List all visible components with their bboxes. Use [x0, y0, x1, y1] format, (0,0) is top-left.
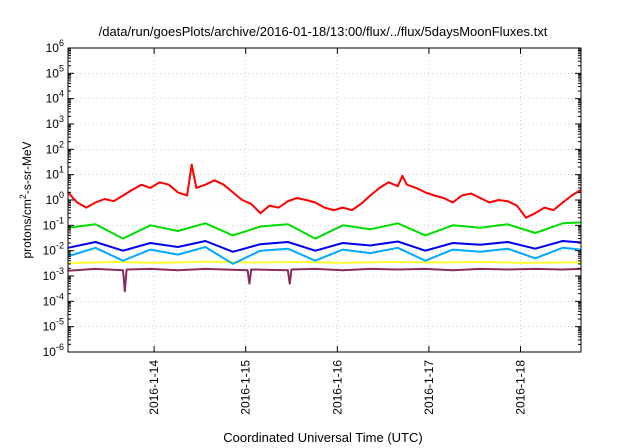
y-tick-label: 10-6 [43, 342, 64, 359]
y-tick-base: 10 [46, 41, 60, 55]
y-tick-exponent: 2 [59, 139, 64, 149]
series-line [67, 260, 582, 265]
y-tick-exponent: 5 [59, 63, 64, 73]
data-series [67, 163, 582, 293]
y-tick-exponent: -6 [56, 342, 64, 352]
grid-lines [68, 48, 581, 352]
y-tick-label: 10-4 [43, 291, 64, 308]
x-tick-label: 2016-1-15 [239, 360, 253, 415]
y-axis-label: protons/cm2-s-sr-MeV [18, 141, 34, 258]
x-tick-label: 2016-1-17 [422, 360, 436, 415]
y-tick-base: 10 [46, 193, 60, 207]
y-tick-label: 10-5 [43, 317, 64, 334]
y-tick-base: 10 [43, 244, 57, 258]
y-tick-exponent: 4 [59, 89, 64, 99]
series-line [67, 246, 582, 265]
x-tick-label: 2016-1-16 [330, 360, 344, 415]
y-tick-exponent: -1 [56, 215, 64, 225]
y-tick-base: 10 [43, 294, 57, 308]
y-tick-label: 10-2 [43, 241, 64, 258]
y-tick-base: 10 [46, 66, 60, 80]
x-tick-label: 2016-1-18 [514, 360, 528, 415]
y-tick-base: 10 [43, 320, 57, 334]
series-line [67, 163, 582, 219]
y-tick-exponent: -2 [56, 241, 64, 251]
y-tick-label: 101 [46, 165, 64, 182]
y-tick-labels: 10-610-510-410-310-210-11001011021031041… [43, 38, 64, 359]
y-tick-base: 10 [46, 168, 60, 182]
y-tick-label: 10-3 [43, 266, 64, 283]
y-axis-label-prefix: protons/cm [20, 199, 34, 258]
x-tick-labels: 2016-1-14 2016-1-15 2016-1-16 2016-1-17 2016… [147, 360, 527, 415]
series-line [67, 267, 582, 293]
series-line [67, 221, 582, 240]
plot-frame [67, 47, 582, 353]
y-tick-exponent: 1 [59, 165, 64, 175]
y-tick-exponent: 0 [59, 190, 64, 200]
y-tick-base: 10 [46, 142, 60, 156]
y-tick-label: 102 [46, 139, 64, 156]
y-tick-exponent: -3 [56, 266, 64, 276]
y-tick-base: 10 [43, 269, 57, 283]
y-tick-exponent: 6 [59, 38, 64, 48]
y-axis-label-sup: 2 [18, 194, 28, 199]
y-tick-label: 106 [46, 38, 64, 55]
y-tick-exponent: -5 [56, 317, 64, 327]
series-line [67, 240, 582, 253]
y-axis-label-suffix: -s-sr-MeV [20, 141, 34, 194]
y-tick-exponent: -4 [56, 291, 64, 301]
chart-title: /data/run/goesPlots/archive/2016-01-18/1… [99, 24, 548, 39]
y-tick-label: 10-1 [43, 215, 64, 232]
y-tick-label: 104 [46, 89, 64, 106]
y-tick-base: 10 [46, 92, 60, 106]
x-axis-label: Coordinated Universal Time (UTC) [223, 430, 422, 445]
y-tick-exponent: 3 [59, 114, 64, 124]
x-tick-label: 2016-1-14 [147, 360, 161, 415]
y-tick-base: 10 [46, 117, 60, 131]
y-tick-label: 105 [46, 63, 64, 80]
y-tick-label: 103 [46, 114, 64, 131]
y-tick-base: 10 [43, 218, 57, 232]
y-tick-base: 10 [43, 345, 57, 359]
y-tick-label: 100 [46, 190, 64, 207]
